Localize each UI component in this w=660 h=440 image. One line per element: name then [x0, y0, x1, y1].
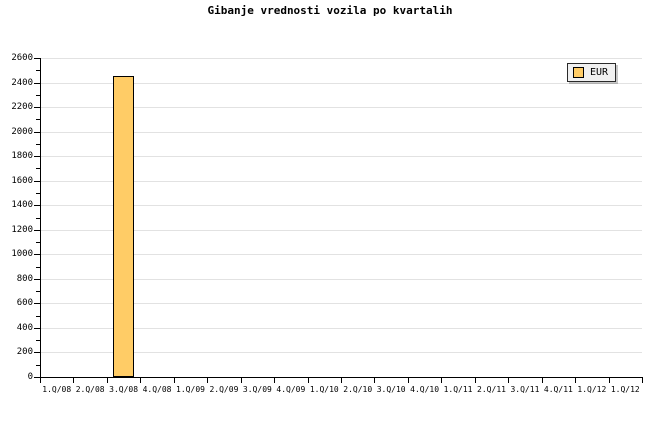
x-axis-tick-label: 3.Q/10: [376, 385, 406, 394]
y-axis-minor-tick: [36, 340, 41, 341]
gridline: [40, 58, 642, 59]
y-axis-tick: [34, 83, 41, 84]
y-axis-minor-tick: [36, 316, 41, 317]
x-axis-tick: [475, 377, 476, 383]
x-axis-tick-label: 2.Q/09: [209, 385, 239, 394]
y-axis-minor-tick: [36, 267, 41, 268]
y-axis-tick-label: 2000: [11, 127, 33, 137]
y-axis-tick: [34, 58, 41, 59]
y-axis-tick: [34, 328, 41, 329]
gridline: [40, 279, 642, 280]
y-axis-tick-label: 1000: [11, 249, 33, 259]
y-axis-tick: [34, 377, 41, 378]
x-axis-tick: [140, 377, 141, 383]
x-axis-tick: [308, 377, 309, 383]
x-axis-tick-label: 1.Q/12: [577, 385, 607, 394]
y-axis-tick-label: 1600: [11, 176, 33, 186]
y-axis-tick: [34, 156, 41, 157]
gridline: [40, 83, 642, 84]
y-axis-tick-label: 800: [16, 274, 33, 284]
y-axis-tick: [34, 205, 41, 206]
gridline: [40, 132, 642, 133]
y-axis-labels: 0 200 400 600 800 1000 1200 1400 1600 1800 2000 220…: [0, 0, 33, 440]
y-axis-minor-tick: [36, 144, 41, 145]
x-axis-tick-label: 1.Q/11: [443, 385, 473, 394]
x-axis-tick-label: 4.Q/09: [276, 385, 306, 394]
x-axis-tick-label: 1.Q/10: [309, 385, 339, 394]
x-axis-tick: [73, 377, 74, 383]
gridline: [40, 107, 642, 108]
bar[interactable]: [113, 76, 134, 377]
x-axis-tick: [575, 377, 576, 383]
y-axis-tick-label: 2200: [11, 102, 33, 112]
y-axis-tick-label: 1800: [11, 151, 33, 161]
legend-swatch-eur-icon: [573, 67, 584, 78]
gridline: [40, 230, 642, 231]
x-axis-tick: [241, 377, 242, 383]
x-axis-tick: [174, 377, 175, 383]
y-axis-tick: [34, 352, 41, 353]
chart-title: Gibanje vrednosti vozila po kvartalih: [207, 4, 453, 17]
x-axis-tick: [508, 377, 509, 383]
x-axis-tick-label: 2.Q/08: [75, 385, 105, 394]
y-axis-tick: [34, 279, 41, 280]
y-axis-minor-tick: [36, 365, 41, 366]
x-axis-tick: [642, 377, 643, 383]
y-axis-tick-label: 2600: [11, 53, 33, 63]
y-axis-minor-tick: [36, 95, 41, 96]
gridline: [40, 328, 642, 329]
y-axis-minor-tick: [36, 242, 41, 243]
x-axis-tick: [542, 377, 543, 383]
y-axis-tick-label: 2400: [11, 78, 33, 88]
y-axis-tick-label: 600: [16, 298, 33, 308]
gridline: [40, 352, 642, 353]
x-axis-tick: [207, 377, 208, 383]
y-axis-tick: [34, 230, 41, 231]
x-axis-tick: [441, 377, 442, 383]
x-axis-tick-label: 1.Q/09: [176, 385, 205, 394]
x-axis-tick-label: 2.Q/11: [477, 385, 506, 394]
x-axis-tick-label: 3.Q/09: [242, 385, 272, 394]
y-axis-tick-label: 400: [16, 323, 33, 333]
x-axis-tick: [107, 377, 108, 383]
y-axis-minor-tick: [36, 193, 41, 194]
x-axis-tick-label: 2.Q/10: [343, 385, 373, 394]
y-axis-minor-tick: [36, 168, 41, 169]
gridline: [40, 181, 642, 182]
x-axis-tick-label: 1.Q/08: [42, 385, 72, 394]
y-axis-tick: [34, 107, 41, 108]
y-axis-tick-label: 1200: [11, 225, 33, 235]
x-axis-tick: [341, 377, 342, 383]
x-axis-tick: [40, 377, 41, 383]
x-axis-tick: [274, 377, 275, 383]
plot-area: [40, 58, 642, 378]
y-axis-tick-label: 0: [27, 372, 33, 382]
x-axis-tick: [609, 377, 610, 383]
legend-label-eur: EUR: [590, 67, 609, 78]
y-axis-tick: [34, 254, 41, 255]
y-axis-tick: [34, 181, 41, 182]
y-axis-minor-tick: [36, 70, 41, 71]
gridline: [40, 156, 642, 157]
y-axis-minor-tick: [36, 218, 41, 219]
gridline: [40, 205, 642, 206]
x-axis-tick-label: 3.Q/11: [510, 385, 540, 394]
y-axis-tick-label: 1400: [11, 200, 33, 210]
x-axis-tick: [374, 377, 375, 383]
x-axis-tick: [408, 377, 409, 383]
x-axis-tick-label: 1.Q/12: [610, 385, 640, 394]
y-axis-tick: [34, 303, 41, 304]
gridline: [40, 254, 642, 255]
x-axis-tick-label: 4.Q/11: [543, 385, 573, 394]
y-axis-tick-label: 200: [16, 347, 33, 357]
y-axis-minor-tick: [36, 291, 41, 292]
x-axis-tick-label: 4.Q/08: [142, 385, 172, 394]
y-axis-minor-tick: [36, 119, 41, 120]
x-axis-tick-label: 3.Q/08: [109, 385, 139, 394]
y-axis-tick: [34, 132, 41, 133]
gridline: [40, 303, 642, 304]
chart-legend[interactable]: EUR: [567, 63, 617, 82]
x-axis-tick-label: 4.Q/10: [410, 385, 440, 394]
